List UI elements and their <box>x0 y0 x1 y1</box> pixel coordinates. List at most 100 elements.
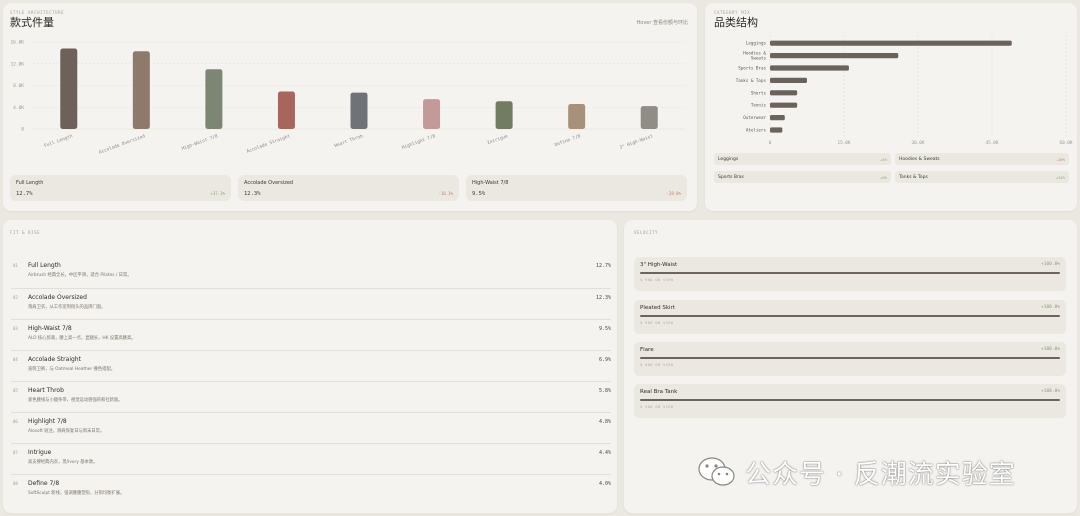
x-tick-label: 45.0K <box>986 140 999 146</box>
velocity-fill <box>640 272 1060 274</box>
chip-name: Tanks & Tops <box>899 174 928 180</box>
y-tick-label: Tanks & Tops <box>736 78 767 83</box>
style-desc: SoftSculpt 新线，强调腰腹塑形，分销均衡扩展。 <box>28 491 125 496</box>
bar <box>423 99 441 129</box>
list-item[interactable]: 06 Highlight 7/8 Alosoft 短注，滑肩恢复日与周末日常。 … <box>11 412 611 443</box>
style-desc: Alosoft 短注，滑肩恢复日与周末日常。 <box>28 429 105 434</box>
bar <box>640 106 658 129</box>
y-tick-label: 0 <box>21 127 24 133</box>
style-name: Heart Throb <box>28 387 64 394</box>
bar <box>205 69 223 129</box>
y-tick-label: Hoodies & <box>743 51 766 56</box>
category-chip[interactable]: Sports Bras +9% <box>714 171 891 183</box>
chip-name: Leggings <box>718 156 739 162</box>
style-name: Accolade Straight <box>28 356 81 363</box>
style-desc: 高支撑经典内衣，黑/Ivory 基本款。 <box>28 460 98 465</box>
card-title: 款式件量 <box>10 16 54 29</box>
wechat-icon <box>698 457 735 486</box>
style-architecture-card: STYLE ARCHITECTURE 款式件量 Hover 查看份额与环比 0 4… <box>3 3 697 211</box>
style-share: 4.4% <box>598 450 611 456</box>
y-tick-label: Outerwear <box>743 115 766 120</box>
rank: 01 <box>13 263 18 268</box>
velocity-name: 3" High-Waist <box>640 262 678 268</box>
list-item[interactable]: 02 Accolade Oversized 落肩卫衣，从工作室到街头的品牌门面。… <box>11 288 611 319</box>
stat-card[interactable]: High-Waist 7/8 9.5% -28.0% <box>466 175 687 201</box>
velocity-fill <box>640 315 1060 317</box>
bar <box>770 115 785 121</box>
rank: 06 <box>13 419 18 424</box>
chip-delta: +34% <box>1055 175 1065 180</box>
velocity-sub: $ 90D ON VIEW <box>640 405 674 409</box>
style-share: 4.0% <box>598 481 611 487</box>
fit-list: 01 Full Length Airbrush 经典全长，中区平滑，适合 Pil… <box>3 257 617 511</box>
y-tick-label: Leggings <box>746 41 767 46</box>
bar <box>770 53 899 59</box>
bar <box>770 127 783 133</box>
x-tick-label: Define 7/8 <box>554 133 582 148</box>
list-item[interactable]: 03 High-Waist 7/8 ALO 核心剪裁，腰上高一点，显腿长，HK … <box>11 319 611 350</box>
stat-delta: -28.0% <box>666 191 681 196</box>
velocity-item[interactable]: Flare +100.0% $ 90D ON VIEW <box>634 342 1066 376</box>
chip-delta: +5% <box>880 157 887 162</box>
y-tick-label: Sweats <box>751 56 767 61</box>
list-item[interactable]: 08 Define 7/8 SoftSculpt 新线，强调腰腹塑形，分销均衡扩… <box>11 474 611 505</box>
watermark-text: 公众号 · 反潮流实验室 <box>745 459 1016 490</box>
stat-name: Full Length <box>16 180 44 186</box>
x-tick-label: 60.0K <box>1060 140 1073 146</box>
velocity-sub: $ 90D ON VIEW <box>640 278 674 282</box>
list-item[interactable]: 05 Heart Throb 爱色腰线与小腿条带，视觉运动感强的和社新面。 5.… <box>11 381 611 412</box>
style-desc: 爱色腰线与小腿条带，视觉运动感强的和社新面。 <box>28 398 123 403</box>
bar <box>770 40 1012 46</box>
style-desc: 落肩卫衣，从工作室到街头的品牌门面。 <box>28 305 106 310</box>
bar <box>770 65 849 71</box>
style-bar-chart: 0 4.0K 8.0K 12.0K 16.0K Full Length Accolade O… <box>10 40 686 156</box>
category-mix-card: CATEGORY MIX 品类结构 0 15.0K 30.0K 45.0K 60.0K L… <box>705 3 1077 211</box>
y-tick-label: Shorts <box>751 90 767 95</box>
stat-delta: +37.3% <box>210 191 225 196</box>
velocity-name: Real Bra Tank <box>640 389 678 395</box>
y-tick-label: 4.0K <box>13 105 24 111</box>
y-tick-label: 12.0K <box>10 61 24 67</box>
x-tick-label: Highlight 7/8 <box>401 133 436 151</box>
rank: 05 <box>13 388 18 393</box>
stat-card[interactable]: Accolade Oversized 12.3% -16.1% <box>238 175 459 201</box>
velocity-item[interactable]: 3" High-Waist +100.0% $ 90D ON VIEW <box>634 257 1066 291</box>
velocity-track <box>640 272 1060 274</box>
x-tick-label: Full Length <box>43 133 73 149</box>
chip-name: Hoodies & Sweats <box>899 156 940 162</box>
bar <box>770 102 798 108</box>
list-item[interactable]: 01 Full Length Airbrush 经典全长，中区平滑，适合 Pil… <box>11 257 611 288</box>
hover-hint: Hover 查看份额与环比 <box>636 20 689 26</box>
list-item[interactable]: 07 Intrigue 高支撑经典内衣，黑/Ivory 基本款。 4.4% <box>11 443 611 474</box>
velocity-delta: +100.0% <box>1041 347 1060 352</box>
card-eyebrow: VELOCITY <box>634 230 659 235</box>
velocity-item[interactable]: Pleated Skirt +100.0% $ 90D ON VIEW <box>634 300 1066 334</box>
velocity-sub: $ 90D ON VIEW <box>640 321 674 325</box>
stat-card[interactable]: Full Length 12.7% +37.3% <box>10 175 231 201</box>
style-share: 6.9% <box>598 357 611 363</box>
stat-delta: -16.1% <box>438 191 453 196</box>
style-name: Accolade Oversized <box>28 294 87 301</box>
card-eyebrow: STYLE ARCHITECTURE <box>10 10 65 15</box>
style-share: 4.8% <box>598 419 611 425</box>
x-tick-label: High-Waist 7/8 <box>181 133 219 152</box>
stat-share: 12.3% <box>244 191 261 197</box>
y-tick-label: 8.0K <box>13 83 24 89</box>
rank: 02 <box>13 295 18 300</box>
style-share: 12.7% <box>595 263 611 269</box>
velocity-delta: +100.0% <box>1041 262 1060 267</box>
style-name: High-Waist 7/8 <box>28 325 72 332</box>
bar <box>770 90 798 96</box>
y-tick-label: Tennis <box>751 103 767 108</box>
list-item[interactable]: 04 Accolade Straight 直筒卫裤，与 Oatmeal Heat… <box>11 350 611 381</box>
bar <box>770 77 807 83</box>
category-chip[interactable]: Leggings +5% <box>714 153 891 165</box>
y-tick-label: 16.0K <box>10 40 24 46</box>
category-chip[interactable]: Tanks & Tops +34% <box>895 171 1069 183</box>
x-tick-label: 3" High-Waist <box>619 133 654 151</box>
chip-name: Sports Bras <box>718 174 744 180</box>
category-chip[interactable]: Hoodies & Sweats -26% <box>895 153 1069 165</box>
velocity-name: Flare <box>640 347 654 353</box>
x-tick-label: Accolade Straight <box>246 133 292 154</box>
velocity-item[interactable]: Real Bra Tank +100.0% $ 90D ON VIEW <box>634 384 1066 418</box>
